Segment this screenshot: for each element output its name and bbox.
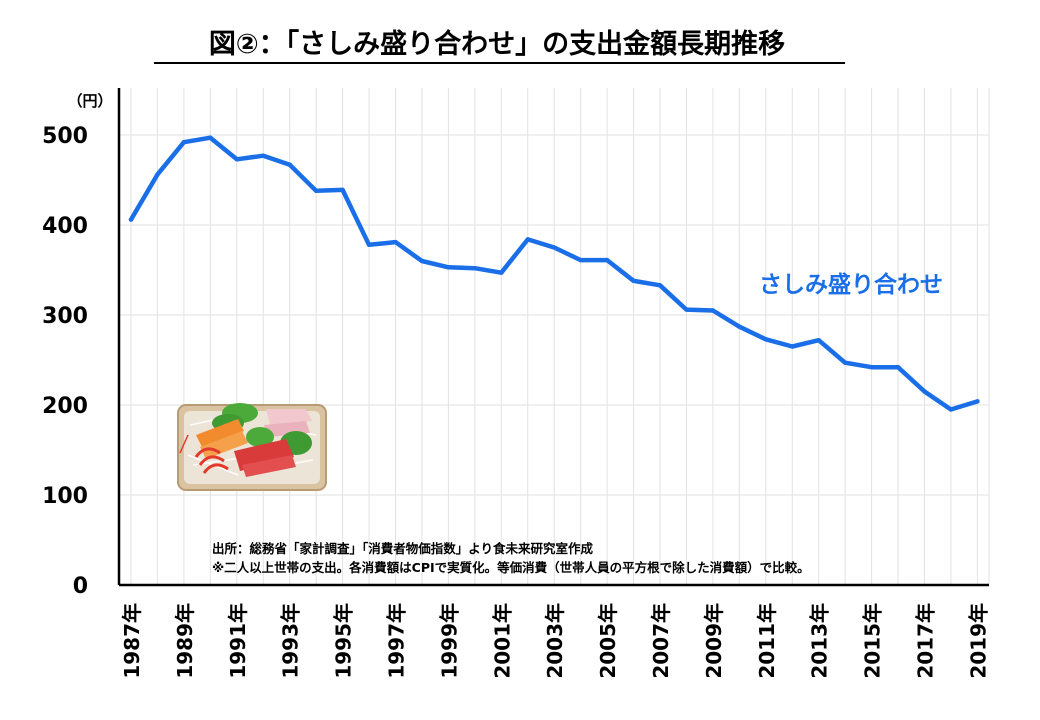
x-tick-label: 1987年	[120, 603, 144, 679]
x-tick-label: 2009年	[702, 603, 726, 679]
x-tick-label: 2005年	[596, 603, 620, 679]
sashimi-platter-illustration	[177, 403, 327, 491]
series-label: さしみ盛り合わせ	[759, 271, 943, 298]
data-point-1990	[208, 135, 213, 140]
x-tick-label: 1991年	[226, 603, 250, 679]
data-point-2004	[578, 257, 583, 263]
x-tick-label: 1997年	[385, 603, 409, 679]
y-tick-label: 400	[42, 214, 88, 239]
x-tick-label: 2013年	[808, 603, 832, 679]
data-point-2001	[499, 270, 504, 275]
data-point-1993	[287, 162, 292, 167]
data-point-2015	[869, 365, 874, 370]
data-point-1994	[313, 188, 319, 193]
chart-title: 図②：「さしみ盛り合わせ」の支出金額長期推移	[209, 28, 785, 60]
x-tick-label: 2019年	[966, 603, 990, 679]
data-point-2010	[737, 324, 742, 329]
y-tick-label: 0	[73, 574, 88, 599]
y-axis-unit: （円）	[67, 92, 112, 110]
data-point-1987	[128, 217, 134, 222]
y-tick-labels: 0 100 200 300 400 500	[42, 124, 88, 599]
y-tick-label: 500	[42, 124, 88, 149]
data-point-2016	[895, 365, 901, 370]
data-point-2008	[684, 307, 689, 312]
y-tick-label: 100	[42, 484, 88, 509]
data-point-2007	[657, 283, 663, 288]
data-point-2000	[472, 266, 478, 271]
data-point-1999	[446, 265, 451, 270]
data-point-1998	[419, 258, 425, 264]
data-point-2018	[948, 407, 954, 412]
data-point-2002	[525, 237, 530, 242]
series-points	[128, 135, 980, 412]
x-tick-label: 2001年	[490, 603, 514, 679]
data-point-2009	[710, 308, 716, 313]
data-point-1988	[155, 172, 160, 177]
x-tick-label: 2017年	[914, 603, 938, 679]
x-tick-label: 1993年	[279, 603, 303, 679]
data-point-1996	[366, 242, 372, 247]
y-tick-label: 200	[42, 394, 88, 419]
y-tick-label: 300	[42, 304, 88, 329]
data-point-2013	[816, 338, 821, 343]
x-tick-label: 2003年	[543, 603, 567, 679]
data-point-2005	[604, 257, 610, 263]
data-point-2012	[790, 344, 795, 349]
data-point-2019	[975, 399, 980, 404]
data-point-2011	[763, 337, 768, 342]
data-point-2003	[552, 245, 557, 250]
horizontal-gridlines	[119, 134, 989, 496]
data-point-1997	[393, 239, 398, 245]
data-point-2006	[631, 278, 636, 283]
data-point-1992	[261, 153, 266, 158]
x-tick-label: 2011年	[755, 603, 779, 679]
method-note: ※二人以上世帯の支出。各消費額はCPIで実質化。等価消費（世帯人員の平方根で除し…	[212, 560, 810, 575]
vertical-gridlines	[130, 88, 990, 585]
x-tick-label: 1999年	[437, 603, 461, 679]
data-point-1991	[234, 157, 239, 162]
data-point-2017	[922, 389, 927, 394]
data-point-1995	[340, 187, 345, 193]
x-tick-label: 2007年	[649, 603, 673, 679]
x-tick-label: 1995年	[332, 603, 356, 679]
x-tick-label: 1989年	[173, 603, 197, 679]
source-note: 出所：総務省「家計調査」「消費者物価指数」より食未来研究室作成	[212, 541, 594, 556]
data-point-1989	[181, 140, 187, 145]
x-tick-label: 2015年	[861, 603, 885, 679]
data-point-2014	[842, 360, 848, 365]
x-tick-labels: 1987年 1989年 1991年 1993年 1995年 1997年 1999年 2001年…	[120, 603, 990, 679]
